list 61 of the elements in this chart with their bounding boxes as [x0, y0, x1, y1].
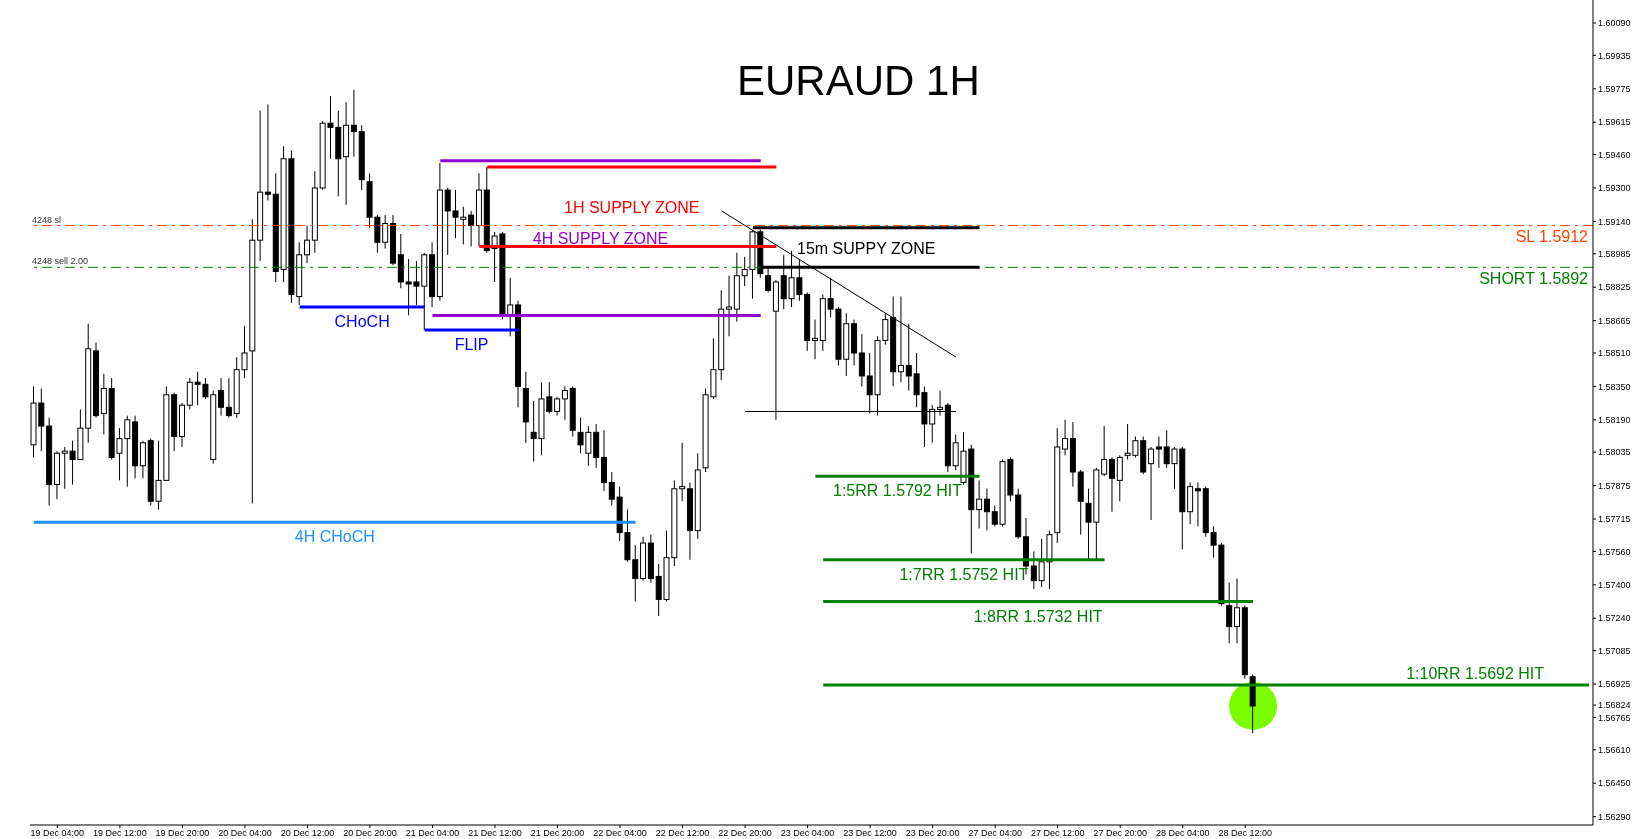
y-tick-label: 1.57560 [1598, 546, 1631, 557]
y-tick-label: 1.59615 [1598, 117, 1631, 128]
series-label: 1:10RR 1.5692 HIT [1406, 665, 1545, 683]
series-label: 1:5RR 1.5792 HIT [832, 482, 963, 500]
y-tick-label: 1.56610 [1598, 745, 1631, 756]
y-tick-label: 1.59300 [1598, 183, 1631, 194]
y-tick-label: 1.56925 [1598, 679, 1631, 690]
x-tick-label: 27 Dec 12:00 [1030, 828, 1085, 839]
y-tick-label: 1.58035 [1598, 447, 1631, 458]
x-tick-label: 28 Dec 12:00 [1218, 828, 1273, 839]
series-label: 1:7RR 1.5752 HIT [899, 565, 1029, 583]
y-tick-label: 1.57085 [1598, 645, 1631, 656]
y-tick-label: 1.58190 [1598, 415, 1631, 426]
x-tick-label: 22 Dec 20:00 [718, 828, 772, 839]
x-tick-label: 22 Dec 04:00 [593, 828, 647, 839]
x-tick-label: 28 Dec 04:00 [1155, 828, 1210, 839]
y-tick-label: 1.57400 [1598, 580, 1631, 591]
x-tick-label: 23 Dec 04:00 [780, 828, 835, 839]
x-tick-label: 27 Dec 04:00 [968, 828, 1022, 839]
x-tick-label: 19 Dec 20:00 [155, 828, 210, 839]
text: EURAUD 1H [737, 57, 980, 104]
y-tick-label: 1.59775 [1598, 83, 1631, 94]
x-tick-label: 21 Dec 20:00 [530, 828, 585, 839]
annotation: 4248 sell 2.00 [32, 256, 89, 267]
y-tick-label: 1.58985 [1598, 248, 1631, 259]
y-tick-label: 1.59460 [1598, 149, 1631, 160]
x-tick-label: 20 Dec 20:00 [343, 828, 397, 839]
series-label: 4H CHoCH [294, 528, 375, 546]
y-tick-label: 1.57715 [1598, 514, 1631, 525]
y-tick-label: 1.59935 [1598, 50, 1631, 61]
y-tick-label: 1.56765 [1598, 712, 1631, 723]
ref-line-label: SL 1.5912 [1515, 227, 1589, 245]
ref-line-label: SHORT 1.5892 [1479, 269, 1589, 287]
y-tick-label: 1.56450 [1598, 778, 1631, 789]
series-label: 1:8RR 1.5732 HIT [973, 607, 1103, 625]
y-tick-label: 1.56824 [1598, 700, 1631, 711]
text: 4H SUPPLY ZONE [532, 230, 669, 248]
series-label: CHoCH [334, 313, 390, 331]
x-tick-label: 19 Dec 12:00 [93, 828, 147, 839]
y-tick-label: 1.60090 [1598, 18, 1631, 29]
x-tick-label: 23 Dec 20:00 [905, 828, 960, 839]
x-tick-label: 20 Dec 04:00 [218, 828, 272, 839]
x-tick-label: 21 Dec 12:00 [468, 828, 522, 839]
annotation: 4248 sl [32, 214, 62, 225]
x-tick-label: 19 Dec 04:00 [30, 828, 85, 839]
series-label: 1H SUPPLY ZONE [564, 198, 700, 216]
y-tick-label: 1.58665 [1598, 315, 1631, 326]
x-tick-label: 22 Dec 12:00 [655, 828, 710, 839]
y-tick-label: 1.58510 [1598, 348, 1631, 359]
y-tick-label: 1.56290 [1598, 811, 1631, 822]
series-label: FLIP [454, 336, 489, 353]
x-tick-label: 21 Dec 04:00 [405, 828, 460, 839]
series-label: 15m SUPPY ZONE [796, 239, 936, 257]
x-tick-label: 27 Dec 20:00 [1093, 828, 1147, 839]
y-tick-label: 1.57875 [1598, 480, 1631, 491]
x-tick-label: 23 Dec 12:00 [843, 828, 897, 839]
y-tick-label: 1.58825 [1598, 282, 1631, 293]
x-tick-label: 20 Dec 12:00 [280, 828, 335, 839]
y-tick-label: 1.57240 [1598, 613, 1631, 624]
y-tick-label: 1.59140 [1598, 216, 1631, 227]
y-tick-label: 1.58350 [1598, 381, 1631, 392]
